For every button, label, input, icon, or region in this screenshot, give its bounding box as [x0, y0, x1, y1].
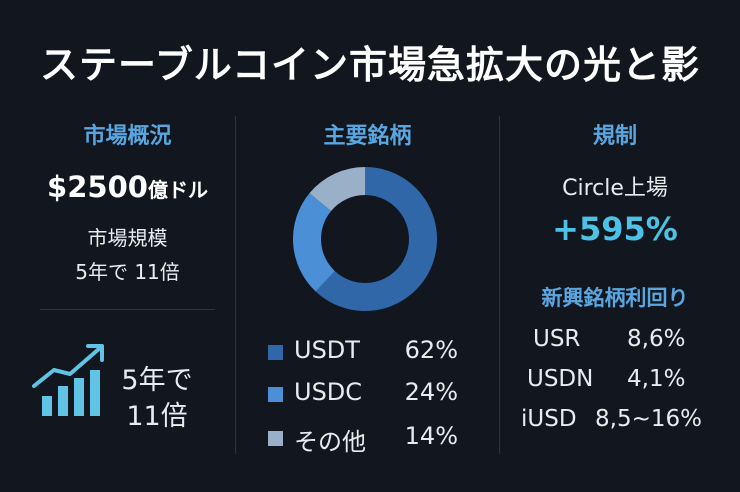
emerging-token-name: USDN: [527, 366, 594, 392]
legend-percent: 62%: [404, 336, 458, 364]
column-divider-right: [499, 116, 500, 454]
column-divider-left: [235, 116, 236, 454]
circle-listing-change: +595%: [552, 210, 678, 248]
emerging-row-usdn: USDN 4,1%: [515, 366, 715, 398]
emerging-token-rate: 4,1%: [627, 366, 686, 392]
market-size-value: $2500億ドル: [25, 170, 230, 204]
growth-line2: 11倍: [126, 401, 188, 432]
market-size-number: $2500: [47, 170, 148, 204]
legend-swatch-usdc: [268, 387, 283, 402]
legend-name: USDT: [294, 336, 360, 364]
legend-percent: 14%: [404, 422, 458, 450]
donut-slice-usdt: [315, 167, 437, 311]
donut-slice-usdc: [293, 193, 335, 292]
emerging-token-name: iUSD: [521, 406, 577, 432]
emerging-row-iusd: iUSD 8,5~16%: [515, 406, 715, 438]
legend-row-usdt: USDT 62%: [268, 336, 468, 368]
growth-text: 5年で 11倍: [112, 363, 202, 435]
donut-slice-その他: [309, 167, 365, 211]
circle-listing-label: Circle上場: [562, 176, 668, 201]
legend-row-other: その他 14%: [268, 422, 468, 456]
legend-name: その他: [294, 428, 366, 456]
market-header: 市場概況: [83, 124, 172, 149]
growth-chart-icon: [32, 344, 104, 416]
emerging-token-rate: 8,6%: [627, 326, 686, 352]
emerging-yield-header: 新興銘柄利回り: [541, 286, 689, 310]
token-share-donut-chart: [293, 167, 437, 311]
market-size-label: 市場規模: [87, 226, 168, 250]
tokens-header: 主要銘柄: [323, 124, 412, 149]
emerging-token-name: USR: [533, 326, 581, 352]
emerging-row-usr: USR 8,6%: [515, 326, 715, 358]
legend-swatch-usdt: [268, 345, 283, 360]
legend-swatch-other: [268, 431, 283, 446]
legend-name: USDC: [294, 378, 363, 406]
legend-percent: 24%: [404, 378, 458, 406]
emerging-token-rate: 8,5~16%: [595, 406, 702, 432]
market-size-unit: 億ドル: [147, 178, 208, 202]
page-title: ステーブルコイン市場急拡大の光と影: [40, 43, 700, 87]
market-growth-note: 5年で 11倍: [75, 260, 180, 284]
legend-row-usdc: USDC 24%: [268, 378, 468, 410]
regulation-header: 規制: [592, 124, 637, 149]
market-divider: [40, 309, 215, 310]
growth-line1: 5年で: [121, 365, 193, 396]
